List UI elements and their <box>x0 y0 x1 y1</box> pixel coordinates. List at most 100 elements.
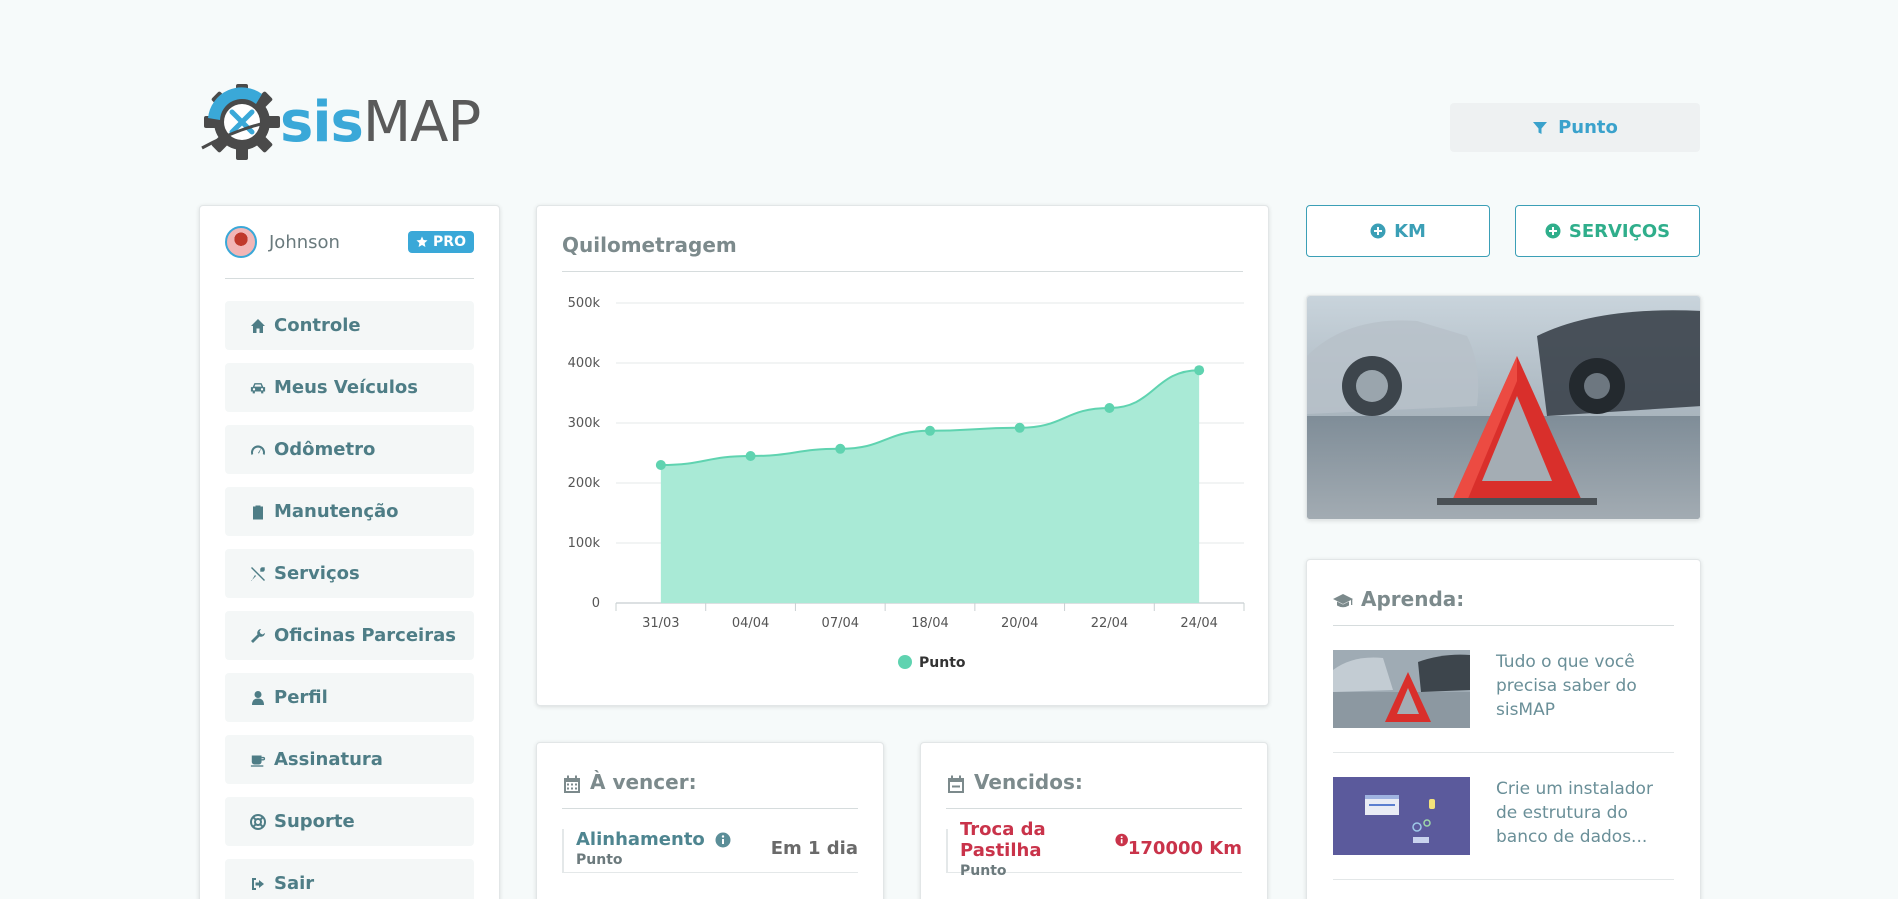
x-tick-label: 18/04 <box>911 616 948 631</box>
x-tick-label: 24/04 <box>1180 616 1217 631</box>
add-services-button[interactable]: SERVIÇOS <box>1515 205 1700 257</box>
brand-logo[interactable]: sisMAP <box>200 84 490 162</box>
avatar[interactable] <box>225 226 257 258</box>
y-tick-label: 500k <box>568 296 601 311</box>
vehicle-filter-label: Punto <box>1558 117 1618 138</box>
mileage-chart-card: Quilometragem 0 100k 200k 300k 400k 500k 31/03… <box>536 205 1269 706</box>
x-tick-label: 04/04 <box>732 616 769 631</box>
legend-swatch <box>898 655 912 669</box>
vehicle-filter-button[interactable]: Punto <box>1450 103 1700 152</box>
sidebar-item-label: Controle <box>274 315 361 336</box>
add-services-label: SERVIÇOS <box>1568 220 1671 242</box>
star-icon <box>416 236 428 247</box>
sidebar-item-label: Sair <box>274 873 315 894</box>
due-soon-item-name-label: Alinhamento <box>576 829 705 850</box>
learn-item-text[interactable]: Tudo o que você precisa saber do sisMAP <box>1496 652 1637 720</box>
x-tick-label: 07/04 <box>822 616 859 631</box>
sidebar-item-label: Manutenção <box>274 501 399 522</box>
learn-item-text[interactable]: Crie um instalador de estrutura do banco… <box>1496 779 1653 847</box>
mug-icon <box>249 751 267 769</box>
due-soon-item-value: Em 1 dia <box>770 838 858 859</box>
calendar-minus-icon <box>946 774 966 794</box>
plus-circle-icon <box>1545 223 1561 239</box>
wrench-icon <box>249 627 267 645</box>
sidebar-item-label: Meus Veículos <box>274 377 418 398</box>
sidebar-item-label: Odômetro <box>274 439 376 460</box>
overdue-title-label: Vencidos: <box>974 770 1083 794</box>
tools-icon <box>249 565 267 583</box>
gauge-icon <box>249 441 267 459</box>
sidebar-item-sair[interactable]: Sair <box>225 859 474 899</box>
y-tick-label: 0 <box>592 596 600 611</box>
plus-circle-icon <box>1370 223 1386 239</box>
due-soon-item-vehicle: Punto <box>576 852 623 868</box>
car-icon <box>249 379 267 397</box>
learn-item[interactable]: Crie um instalador de estrutura do banco… <box>1333 753 1674 880</box>
info-icon[interactable] <box>715 832 731 848</box>
sidebar-item-meus-veiculos[interactable]: Meus Veículos <box>225 363 474 412</box>
y-tick-label: 400k <box>568 356 601 371</box>
learn-thumb-installer[interactable] <box>1333 777 1470 855</box>
sidebar-item-label: Suporte <box>274 811 355 832</box>
lifebuoy-icon <box>249 813 267 831</box>
user-name: Johnson <box>269 231 340 253</box>
mileage-chart: 0 100k 200k 300k 400k 500k 31/03 04/04 07/04 18/0… <box>568 296 1245 671</box>
sidebar-item-label: Oficinas Parceiras <box>274 625 456 646</box>
hero-image <box>1306 295 1701 520</box>
overdue-item-name: Troca da Pastilha <box>960 819 1128 861</box>
overdue-item[interactable]: Troca da Pastilha Punto 170000 Km <box>946 819 1242 879</box>
sidebar-item-label: Assinatura <box>274 749 383 770</box>
graduation-cap-icon <box>1333 591 1353 611</box>
sidebar-item-label: Perfil <box>274 687 328 708</box>
add-km-label: KM <box>1394 220 1426 242</box>
overdue-card: Vencidos: Troca da Pastilha Punto 170000… <box>920 742 1268 899</box>
due-soon-card: À vencer: Alinhamento Punto Em 1 dia <box>536 742 884 899</box>
overdue-item-value: 170000 Km <box>1127 838 1242 859</box>
sidebar-item-controle[interactable]: Controle <box>225 301 474 350</box>
x-tick-label: 31/03 <box>642 616 679 631</box>
sidebar-item-label: Serviços <box>274 563 360 584</box>
sign-out-icon <box>249 875 267 893</box>
sidebar-item-servicos[interactable]: Serviços <box>225 549 474 598</box>
info-icon[interactable] <box>1114 832 1128 848</box>
legend-label: Punto <box>919 655 966 671</box>
chart-title: Quilometragem <box>562 206 1243 272</box>
sidebar-item-assinatura[interactable]: Assinatura <box>225 735 474 784</box>
y-tick-label: 200k <box>568 476 601 491</box>
overdue-item-name-label: Troca da Pastilha <box>960 818 1046 861</box>
x-tick-label: 20/04 <box>1001 616 1038 631</box>
y-tick-label: 300k <box>568 416 601 431</box>
data-point <box>745 451 756 461</box>
data-point <box>1194 365 1205 376</box>
filter-icon <box>1533 121 1548 134</box>
data-point <box>925 425 935 436</box>
overdue-title: Vencidos: <box>946 743 1242 809</box>
learn-thumb-warning[interactable] <box>1333 650 1470 728</box>
due-soon-title-label: À vencer: <box>590 770 697 794</box>
data-point <box>1104 403 1115 413</box>
warning-triangle-image <box>1307 296 1700 519</box>
sidebar-item-perfil[interactable]: Perfil <box>225 673 474 722</box>
sidebar: Johnson PRO Controle Meus Veículos Odôme… <box>199 205 500 899</box>
learn-item[interactable]: Tudo o que você precisa saber do sisMAP <box>1333 626 1674 753</box>
overdue-item-vehicle: Punto <box>960 862 1007 879</box>
x-tick-label: 22/04 <box>1091 616 1128 631</box>
pro-badge-label: PRO <box>433 234 466 250</box>
due-soon-item-name: Alinhamento <box>576 829 771 850</box>
pro-badge: PRO <box>408 231 474 253</box>
data-point <box>655 460 666 470</box>
brand-name: sisMAP <box>280 90 481 155</box>
sidebar-item-manutencao[interactable]: Manutenção <box>225 487 474 536</box>
calendar-icon <box>562 774 582 794</box>
gear-logo-icon <box>201 84 280 160</box>
sidebar-item-odometro[interactable]: Odômetro <box>225 425 474 474</box>
series-area <box>660 370 1200 603</box>
due-soon-item[interactable]: Alinhamento Punto Em 1 dia <box>562 829 858 873</box>
learn-title-label: Aprenda: <box>1361 587 1465 611</box>
add-km-button[interactable]: KM <box>1306 205 1490 257</box>
sidebar-item-suporte[interactable]: Suporte <box>225 797 474 846</box>
user-row: Johnson PRO <box>225 206 474 279</box>
sidebar-item-oficinas-parceiras[interactable]: Oficinas Parceiras <box>225 611 474 660</box>
clipboard-icon <box>249 503 267 521</box>
due-soon-title: À vencer: <box>562 743 858 809</box>
